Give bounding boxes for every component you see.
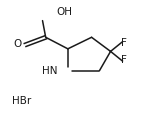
Text: O: O <box>13 39 21 49</box>
Text: HN: HN <box>42 66 58 76</box>
Text: F: F <box>121 38 127 48</box>
Text: F: F <box>121 55 127 65</box>
Text: OH: OH <box>57 7 73 17</box>
Text: HBr: HBr <box>12 96 32 106</box>
